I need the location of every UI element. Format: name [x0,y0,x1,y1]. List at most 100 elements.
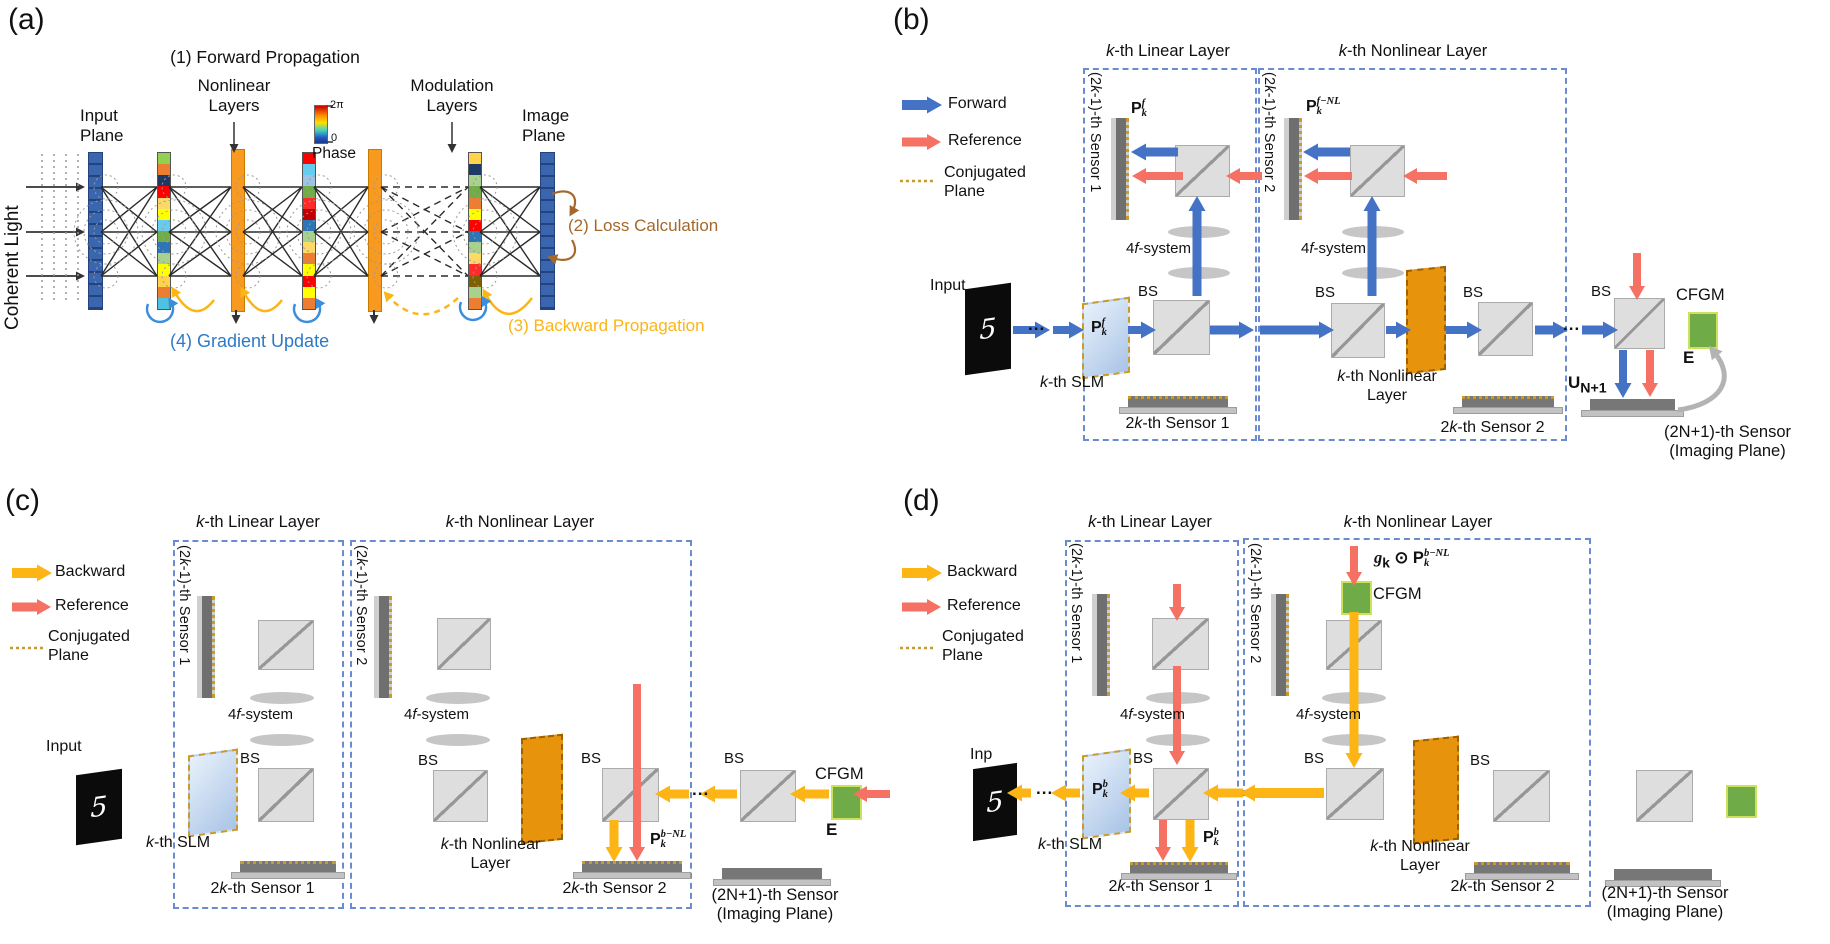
slm-label: k-th SLM [146,834,211,851]
u-field-label: UN+1 [1568,373,1607,397]
step-forward-propagation: (1) Forward Propagation [170,47,360,67]
panel-tag-c: (c) [5,484,40,517]
sensor-vertical [1092,594,1110,696]
sensor-horizontal [1453,396,1563,414]
bs-label: BS [240,750,261,767]
beam-splitter [1153,300,1210,355]
nonlinear-layer-plate [521,733,563,845]
nonlinear-layer-plate [1406,265,1446,375]
beam-splitter [1493,770,1550,822]
legend-reference-label: Reference [948,132,1022,149]
input-digit: 5 [979,312,997,346]
sensor-horizontal [1119,396,1237,414]
imaging-sensor [713,868,831,886]
bs-label: BS [1138,283,1159,300]
phase-min-label: 0 [331,132,338,144]
linear-layer-header: k-th Linear Layer [1088,513,1212,531]
bs-label: BS [1304,750,1325,767]
beam-splitter [1636,770,1693,822]
nonlinear-layer-plate-label: k-th Nonlinear Layer [440,836,541,872]
modulation-column-3 [468,152,482,310]
nonlinear-bar-2 [368,149,382,312]
beam-splitter [1331,303,1385,358]
sensor-vertical [1284,118,1302,220]
sensor-vertical [1271,594,1289,696]
input-label: Inp [970,746,993,763]
step-gradient-update: (4) Gradient Update [170,331,330,351]
lens-icon [426,734,490,746]
legend-reference-label: Reference [947,597,1021,614]
phase-label: Phase [312,145,356,162]
sensor2-label: 2k-th Sensor 2 [562,880,667,897]
cfgm-label: CFGM [1373,585,1422,603]
beam-splitter [1614,298,1665,349]
nonlinear-layer-box-c [350,540,692,909]
lens-icon [1342,226,1404,238]
sensor1-rotated-label: (2k-1)-th Sensor 1 [1087,72,1104,193]
imaging-sensor-label: (2N+1)-th Sensor (Imaging Plane) [711,886,839,924]
slm-label: k-th SLM [1040,374,1105,391]
input-digit: 5 [90,790,108,824]
bs-label: BS [1315,284,1336,301]
imaging-sensor [1581,399,1684,417]
input-plane-column [88,152,103,310]
legend-forward-label: Forward [948,95,1007,112]
sensor2-rotated-label: (2k-1)-th Sensor 2 [1261,72,1278,193]
lens-icon [1168,226,1230,238]
coherent-light-label: Coherent Light [2,205,23,330]
image-plane-label: Image Plane [522,106,570,146]
sensor1-label: 2k-th Sensor 1 [1108,878,1213,895]
sensor1-label: 2k-th Sensor 1 [1125,415,1230,432]
image-plane-column [540,152,555,310]
lens-icon [250,734,314,746]
beam-splitter [258,768,314,822]
beam-splitter [437,618,491,670]
beam-splitter [433,770,488,822]
cfgm-label: CFGM [1676,286,1725,304]
input-label: Input [930,277,966,294]
bs-label: BS [1470,752,1491,769]
beam-splitter [1326,620,1382,670]
sensor2-rotated-label: (2k-1)-th Sensor 2 [353,545,370,666]
ellipsis: ... [1036,779,1054,798]
imaging-sensor-label: (2N+1)-th Sensor (Imaging Plane) [1663,423,1791,461]
lens-icon [426,692,490,704]
imaging-sensor [1605,869,1721,887]
linear-layer-box-c [173,540,344,909]
beam-splitter [1326,768,1384,820]
ellipsis: ... [1028,315,1046,334]
cfgm-module [1688,312,1718,349]
nonlinear-layer-plate [1413,735,1459,845]
four-f-system-label: 4f-system [1301,240,1367,257]
four-f-system-label: 4f-system [1296,706,1362,723]
legend-backward-label: Backward [947,563,1018,580]
input-image: 5 [965,282,1011,376]
error-field-label: E [826,820,838,839]
imaging-sensor-label: (2N+1)-th Sensor (Imaging Plane) [1601,884,1729,922]
four-f-system-label: 4f-system [228,706,294,723]
legend-arrows-b [900,96,942,183]
sensor-vertical [374,596,392,698]
beam-splitter [1175,145,1230,197]
beam-splitter [1478,302,1533,356]
nonlinear-layer-plate-label: k-th Nonlinear Layer [1337,368,1437,404]
bs-label: BS [1591,283,1612,300]
sensor-horizontal [573,861,691,879]
ellipsis: ... [692,780,710,799]
nonlinear-layers-label: Nonlinear Layers [197,76,271,116]
legend-arrows-d [900,564,942,650]
legend-backward-label: Backward [55,563,126,580]
sensor-horizontal [1465,862,1579,880]
nonlinear-layer-header: k-th Nonlinear Layer [1343,513,1493,531]
nonlinear-layer-box-d [1243,538,1591,907]
cfgm-label: CFGM [815,765,864,783]
lens-icon [1146,734,1210,746]
beam-splitter [740,770,796,822]
panel-tag-d: (d) [903,484,940,517]
input-image: 5 [76,768,122,846]
phase-colorbar [314,105,328,144]
